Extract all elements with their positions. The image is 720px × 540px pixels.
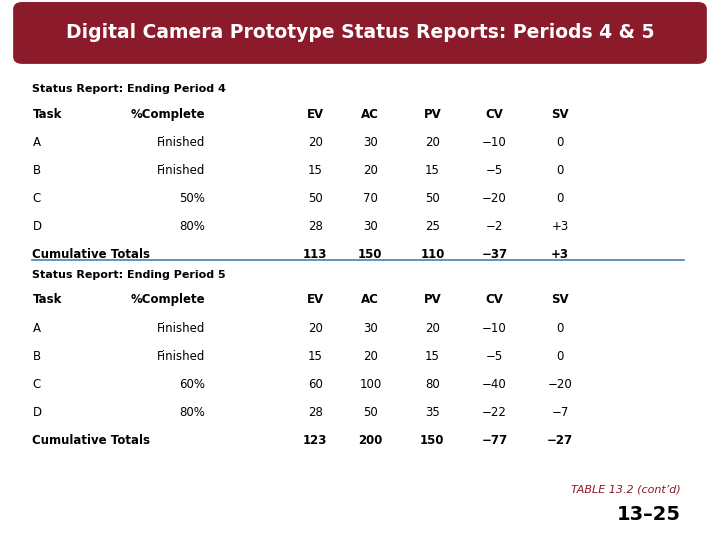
Text: Finished: Finished [156, 321, 205, 334]
Text: 123: 123 [303, 434, 328, 447]
Text: PV: PV [423, 293, 441, 306]
Text: −2: −2 [486, 220, 503, 233]
Text: TABLE 13.2 (cont’d): TABLE 13.2 (cont’d) [571, 484, 680, 494]
Text: 0: 0 [557, 136, 564, 148]
Text: 200: 200 [358, 434, 382, 447]
Text: 20: 20 [363, 349, 378, 362]
Text: SV: SV [551, 293, 569, 306]
Text: D: D [32, 220, 42, 233]
Text: EV: EV [307, 293, 324, 306]
Text: 0: 0 [557, 192, 564, 205]
Text: 20: 20 [363, 164, 378, 177]
Text: Finished: Finished [156, 136, 205, 148]
Text: 80: 80 [425, 377, 440, 390]
Text: B: B [32, 164, 40, 177]
Text: 0: 0 [557, 164, 564, 177]
Text: 113: 113 [303, 248, 328, 261]
Text: Finished: Finished [156, 164, 205, 177]
Text: 15: 15 [425, 349, 440, 362]
Text: +3: +3 [552, 220, 569, 233]
Text: −77: −77 [482, 434, 508, 447]
Text: 30: 30 [363, 321, 378, 334]
Text: CV: CV [485, 293, 503, 306]
Text: −7: −7 [552, 406, 569, 419]
Text: 20: 20 [307, 321, 323, 334]
Text: EV: EV [307, 107, 324, 120]
Text: Cumulative Totals: Cumulative Totals [32, 434, 150, 447]
Text: Task: Task [32, 293, 62, 306]
Text: −5: −5 [486, 164, 503, 177]
Text: 20: 20 [425, 136, 440, 148]
Text: Digital Camera Prototype Status Reports: Periods 4 & 5: Digital Camera Prototype Status Reports:… [66, 23, 654, 43]
Text: 70: 70 [363, 192, 378, 205]
Text: C: C [32, 377, 41, 390]
Text: Status Report: Ending Period 4: Status Report: Ending Period 4 [32, 84, 226, 94]
Text: −20: −20 [548, 377, 572, 390]
Text: Status Report: Ending Period 5: Status Report: Ending Period 5 [32, 269, 226, 280]
Text: 13–25: 13–25 [616, 505, 680, 524]
Text: Finished: Finished [156, 349, 205, 362]
Text: 15: 15 [307, 164, 323, 177]
Text: 110: 110 [420, 248, 444, 261]
Text: 50: 50 [425, 192, 440, 205]
Text: D: D [32, 406, 42, 419]
Text: 20: 20 [425, 321, 440, 334]
Text: 30: 30 [363, 220, 378, 233]
Text: Cumulative Totals: Cumulative Totals [32, 248, 150, 261]
Text: %Complete: %Complete [130, 293, 205, 306]
Text: −20: −20 [482, 192, 507, 205]
Text: 80%: 80% [179, 220, 205, 233]
Text: Task: Task [32, 107, 62, 120]
Text: PV: PV [423, 107, 441, 120]
Text: 50%: 50% [179, 192, 205, 205]
Text: 150: 150 [358, 248, 382, 261]
Text: CV: CV [485, 107, 503, 120]
Text: 25: 25 [425, 220, 440, 233]
Text: −40: −40 [482, 377, 507, 390]
Text: C: C [32, 192, 41, 205]
Text: 28: 28 [307, 406, 323, 419]
Text: 0: 0 [557, 321, 564, 334]
Text: 150: 150 [420, 434, 445, 447]
Text: 50: 50 [308, 192, 323, 205]
Text: SV: SV [551, 107, 569, 120]
Text: −5: −5 [486, 349, 503, 362]
Text: −22: −22 [482, 406, 507, 419]
Text: 60: 60 [307, 377, 323, 390]
Text: AC: AC [361, 107, 379, 120]
Text: 30: 30 [363, 136, 378, 148]
Text: 0: 0 [557, 349, 564, 362]
Text: A: A [32, 321, 40, 334]
FancyBboxPatch shape [14, 3, 706, 63]
Text: +3: +3 [551, 248, 569, 261]
Text: 20: 20 [307, 136, 323, 148]
Text: AC: AC [361, 293, 379, 306]
Text: −10: −10 [482, 321, 507, 334]
Text: −27: −27 [547, 434, 573, 447]
Text: 100: 100 [359, 377, 382, 390]
Text: 80%: 80% [179, 406, 205, 419]
Text: B: B [32, 349, 40, 362]
Text: 15: 15 [307, 349, 323, 362]
Text: %Complete: %Complete [130, 107, 205, 120]
Text: 15: 15 [425, 164, 440, 177]
Text: A: A [32, 136, 40, 148]
Text: 28: 28 [307, 220, 323, 233]
Text: 60%: 60% [179, 377, 205, 390]
Text: 35: 35 [425, 406, 440, 419]
Text: −10: −10 [482, 136, 507, 148]
Text: 50: 50 [363, 406, 378, 419]
Text: −37: −37 [482, 248, 508, 261]
